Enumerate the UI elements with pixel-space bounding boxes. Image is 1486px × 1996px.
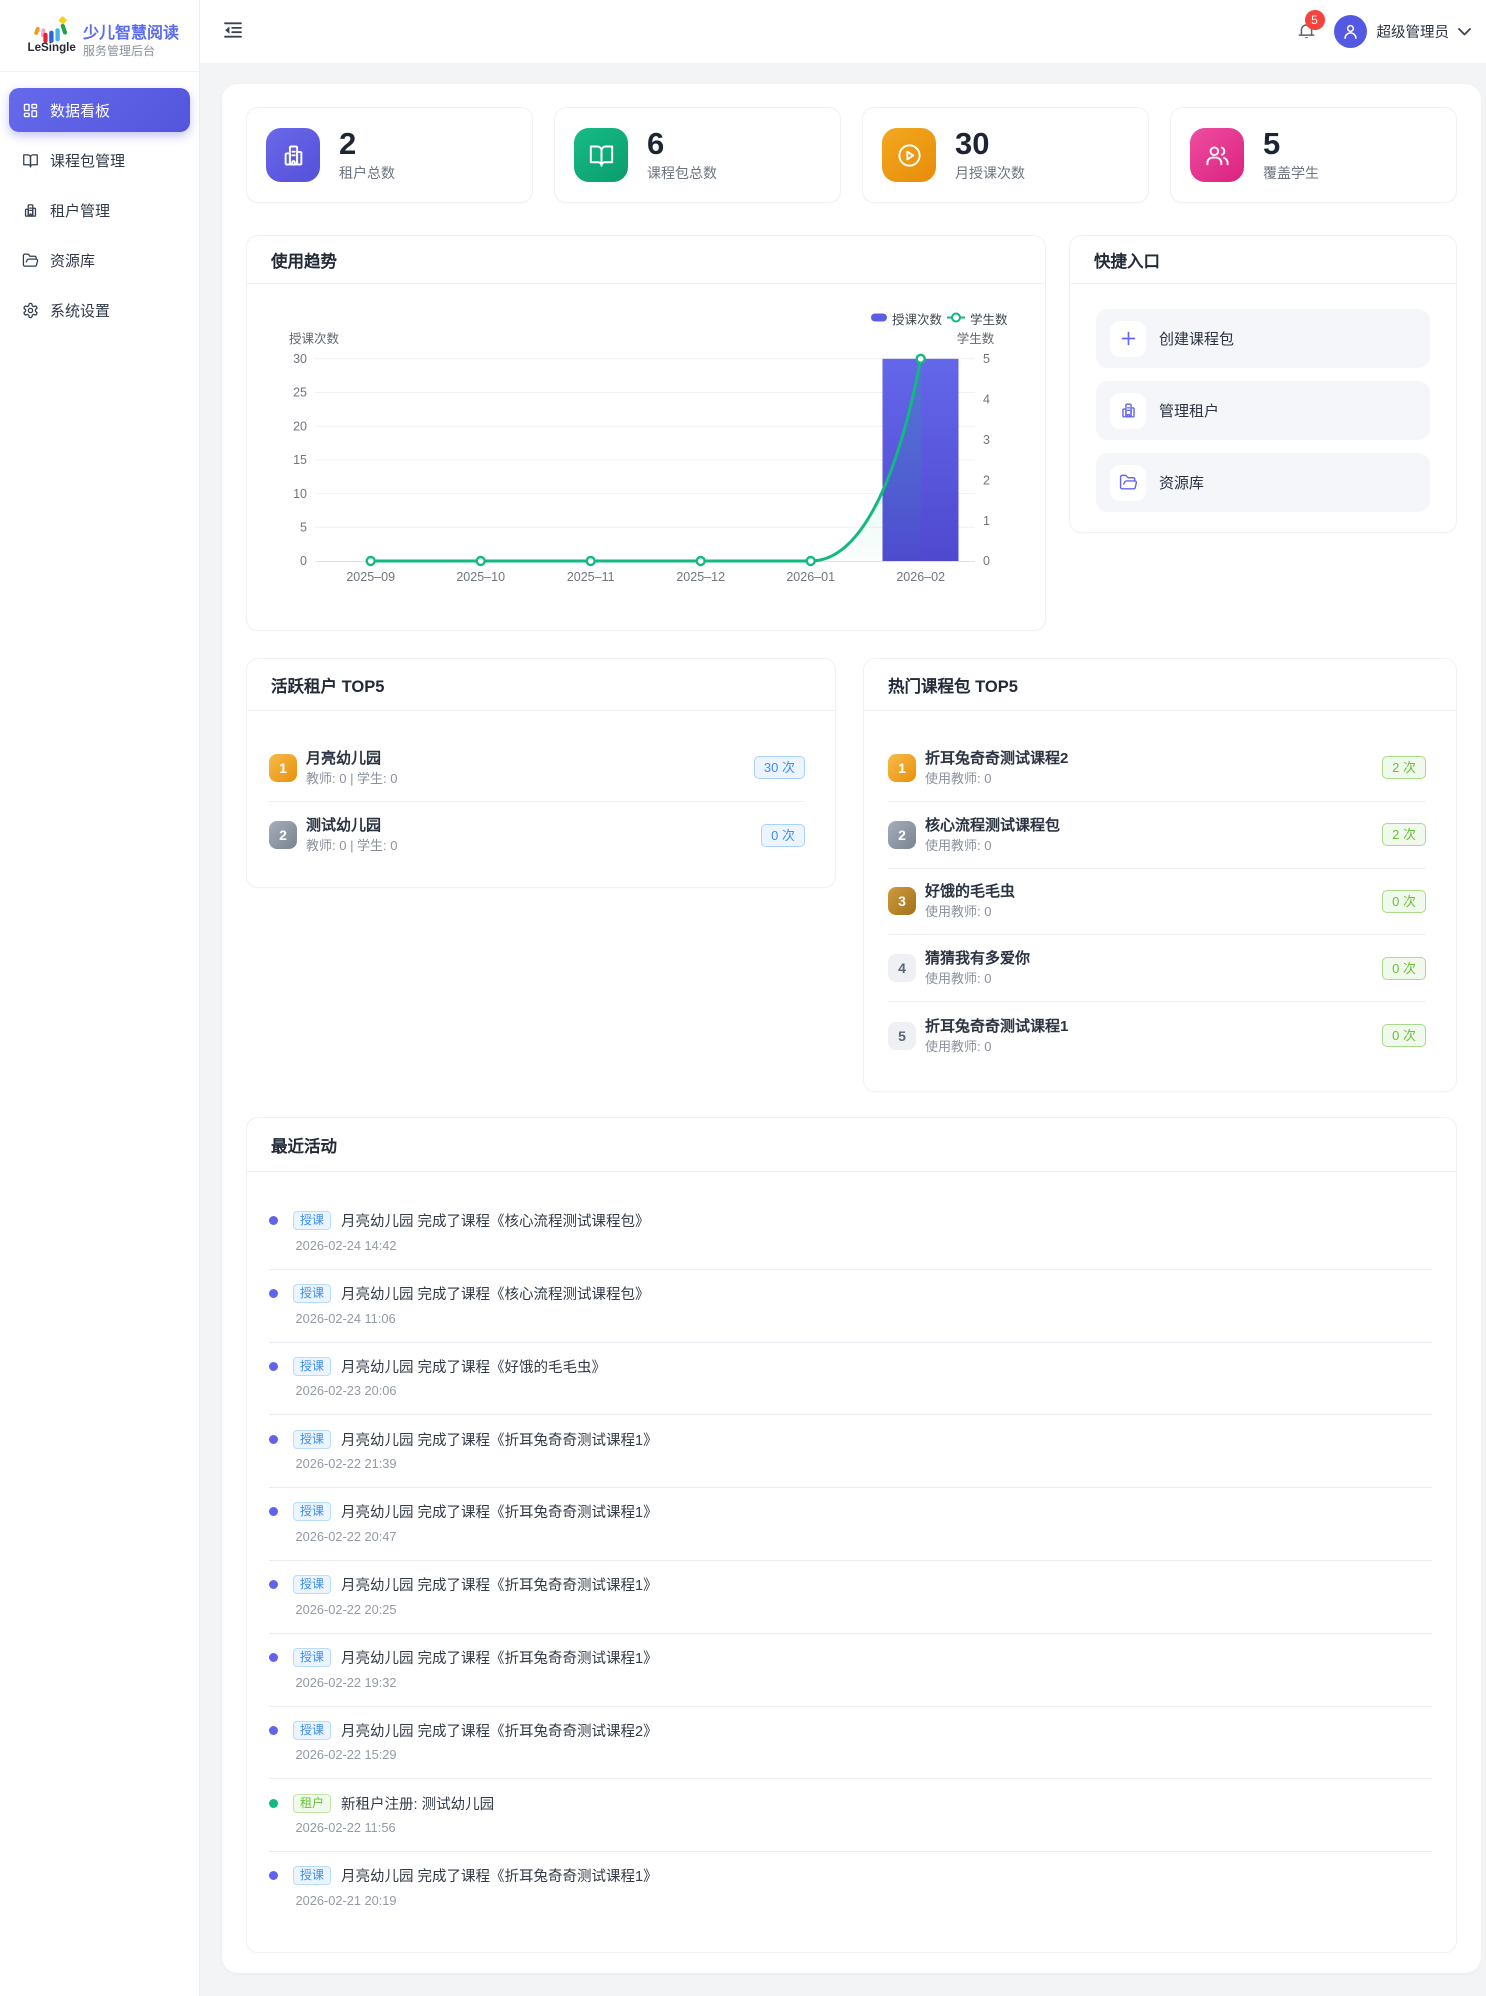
- svg-text:2026–01: 2026–01: [786, 570, 835, 584]
- svg-text:学生数: 学生数: [957, 331, 995, 346]
- svg-text:2025–11: 2025–11: [567, 570, 615, 584]
- svg-text:授课次数: 授课次数: [289, 331, 340, 346]
- svg-text:2026–02: 2026–02: [896, 570, 945, 584]
- svg-text:学生数: 学生数: [970, 312, 1008, 327]
- svg-text:4: 4: [983, 392, 990, 406]
- svg-text:2025–10: 2025–10: [456, 570, 505, 584]
- svg-text:25: 25: [293, 386, 307, 400]
- svg-text:LeSingle: LeSingle: [28, 41, 77, 54]
- svg-text:2025–12: 2025–12: [676, 570, 725, 584]
- svg-text:2025–09: 2025–09: [346, 570, 395, 584]
- svg-text:5: 5: [300, 521, 307, 535]
- svg-text:0: 0: [300, 554, 307, 568]
- svg-text:0: 0: [983, 554, 990, 568]
- svg-text:10: 10: [293, 487, 307, 501]
- svg-text:1: 1: [983, 514, 990, 528]
- svg-text:5: 5: [983, 352, 990, 366]
- svg-text:20: 20: [293, 419, 307, 433]
- svg-text:2: 2: [983, 473, 990, 487]
- svg-text:30: 30: [293, 352, 307, 366]
- svg-text:授课次数: 授课次数: [892, 312, 943, 327]
- svg-text:15: 15: [293, 453, 307, 467]
- svg-text:3: 3: [983, 433, 990, 447]
